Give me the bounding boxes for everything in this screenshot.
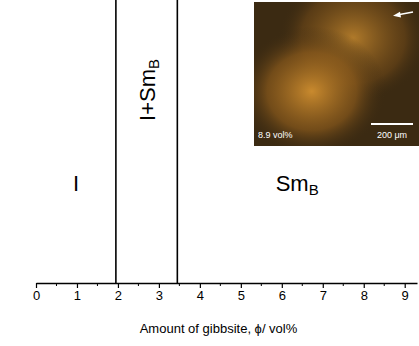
x-minor-tick [220, 283, 221, 286]
phase-boundary [177, 0, 179, 283]
x-minor-tick [261, 283, 262, 286]
x-tick-label: 3 [156, 288, 163, 303]
x-tick-label: 2 [115, 288, 122, 303]
x-axis-title: Amount of gibbsite, ϕ/ vol% [140, 321, 298, 336]
x-tick: 9 [402, 283, 409, 303]
chart: 0 1 2 3 4 5 6 7 8 9 Amount of gibbsite, ϕ/ vol% I I+… [0, 0, 419, 346]
x-minor-tick [343, 283, 344, 286]
x-tick: 3 [156, 283, 163, 303]
x-tick-label: 7 [320, 288, 327, 303]
region-label-text: Sm [276, 171, 309, 196]
x-tick: 2 [115, 283, 122, 303]
inset-label: 8.9 vol% [258, 130, 293, 140]
x-minor-ticks [56, 283, 384, 286]
x-axis-line [37, 283, 418, 284]
region-label: SmB [276, 171, 319, 198]
x-tick-label: 8 [361, 288, 368, 303]
x-tick: 7 [320, 283, 327, 303]
x-tick-label: 6 [279, 288, 286, 303]
x-tick: 8 [361, 283, 368, 303]
inset-scale-bar [371, 123, 413, 125]
x-minor-tick [302, 283, 303, 286]
x-minor-tick [97, 283, 98, 286]
x-tick-label: 1 [74, 288, 81, 303]
x-minor-tick [179, 283, 180, 286]
region-label-text: I+Sm [134, 69, 159, 121]
x-minor-tick [138, 283, 139, 286]
x-minor-tick [56, 283, 57, 286]
inset-glow [254, 2, 419, 146]
inset-scale-label: 200 μm [377, 130, 407, 140]
plot-area [116, 0, 177, 283]
x-tick-label: 0 [33, 288, 40, 303]
inset-image: 200 μm 8.9 vol% [254, 2, 419, 146]
inset-background [254, 2, 419, 146]
region-label-text: I [73, 171, 79, 196]
phase-boundary [115, 0, 117, 283]
x-minor-tick [384, 283, 385, 286]
x-tick: 0 [33, 283, 40, 303]
x-tick: 4 [197, 283, 204, 303]
region-label: I+SmB [134, 59, 161, 121]
x-tick: 5 [238, 283, 245, 303]
x-tick-label: 4 [197, 288, 204, 303]
region-label-subscript: B [309, 181, 319, 198]
inset-glow [254, 2, 419, 146]
x-tick: 1 [74, 283, 81, 303]
x-tick-label: 5 [238, 288, 245, 303]
x-axis: 0 1 2 3 4 5 6 7 8 9 [33, 283, 418, 303]
region-label: I [73, 171, 79, 196]
region-label-subscript: B [145, 59, 162, 69]
x-tick: 6 [279, 283, 286, 303]
x-tick-label: 9 [402, 288, 409, 303]
inset-arrow-head [393, 12, 401, 18]
